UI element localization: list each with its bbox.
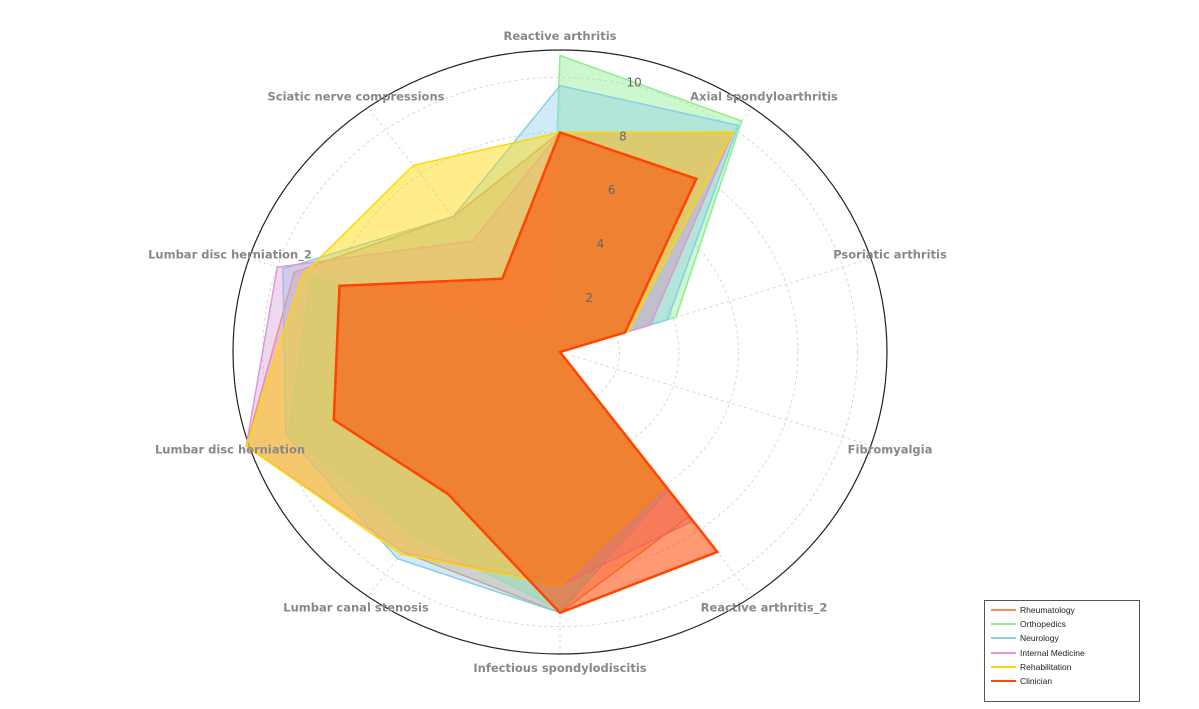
- series-clinician: [332, 130, 720, 615]
- grid-ring-4: [440, 241, 680, 463]
- axis-label-lumbar-disc-herniation: Lumbar disc herniation: [155, 443, 305, 457]
- grid-spoke-sciatic-nerve-compressions: [367, 107, 561, 353]
- axis-label-sciatic-nerve-compressions: Sciatic nerve compressions: [268, 89, 445, 103]
- radial-tick-10: 10: [626, 75, 641, 89]
- axis-label-fibromyalgia: Fibromyalgia: [848, 443, 933, 457]
- legend-label-rehabilitation: Rehabilitation: [1020, 661, 1072, 672]
- grid-ring-2: [500, 296, 620, 408]
- grid-spoke-lumbar-canal-stenosis: [367, 351, 561, 597]
- legend-item-rehabilitation: Rehabilitation: [989, 661, 1135, 675]
- axis-label-psoriatic-arthritis: Psoriatic arthritis: [833, 247, 947, 261]
- axis-label-reactive-arthritis: Reactive arthritis: [504, 29, 617, 43]
- legend-item-clinician: Clinician: [989, 675, 1135, 689]
- legend-label-rheumatology: Rheumatology: [1020, 605, 1075, 615]
- legend-swatch-clinician: [991, 679, 1016, 682]
- legend-item-orthopedics: Orthopedics: [989, 618, 1135, 632]
- grid-spoke-fibromyalgia: [559, 351, 872, 446]
- grid-ring-6: [381, 186, 739, 518]
- legend-item-rheumatology: Rheumatology: [989, 604, 1135, 618]
- grid-ring-8: [321, 131, 799, 573]
- grid-ring-10: [262, 77, 858, 627]
- grid-spoke-reactive-arthritis-2: [559, 351, 753, 597]
- radial-tick-4: 4: [597, 237, 605, 251]
- legend-swatch-orthopedics: [991, 623, 1016, 626]
- series-layer: [245, 54, 743, 615]
- axis-label-lumbar-disc-herniation-2: Lumbar disc herniation_2: [148, 247, 312, 262]
- legend-label-internal-medicine: Internal Medicine: [1020, 647, 1085, 658]
- legend-item-neurology: Neurology: [989, 632, 1135, 646]
- radial-tick-2: 2: [585, 291, 593, 305]
- axis-label-axial-spondyloarthritis: Axial spondyloarthritis: [690, 89, 838, 103]
- axis-label-infectious-spondylodiscitis: Infectious spondylodiscitis: [473, 661, 646, 675]
- legend-swatch-rehabilitation: [991, 665, 1016, 668]
- legend-swatch-internal-medicine: [991, 651, 1016, 654]
- axis-label-reactive-arthritis-2: Reactive arthritis_2: [701, 601, 828, 616]
- legend-item-internal-medicine: Internal Medicine: [989, 647, 1135, 661]
- legend-swatch-neurology: [991, 637, 1016, 640]
- legend-label-orthopedics: Orthopedics: [1020, 619, 1066, 630]
- label-layer: 2 4 6 8 10 Reactive arthritis Axial spondyloar…: [148, 29, 947, 675]
- radial-tick-8: 8: [619, 129, 627, 143]
- radial-tick-6: 6: [608, 183, 616, 197]
- axis-label-lumbar-canal-stenosis: Lumbar canal stenosis: [283, 601, 429, 615]
- legend-label-clinician: Clinician: [1020, 675, 1053, 686]
- legend: Rheumatology Orthopedics Neurology Inter…: [984, 600, 1140, 702]
- legend-swatch-rheumatology: [991, 609, 1016, 611]
- legend-label-neurology: Neurology: [1020, 633, 1059, 644]
- grid-spoke-axial-spondyloarthritis: [559, 107, 753, 353]
- outer-frame: [232, 49, 888, 655]
